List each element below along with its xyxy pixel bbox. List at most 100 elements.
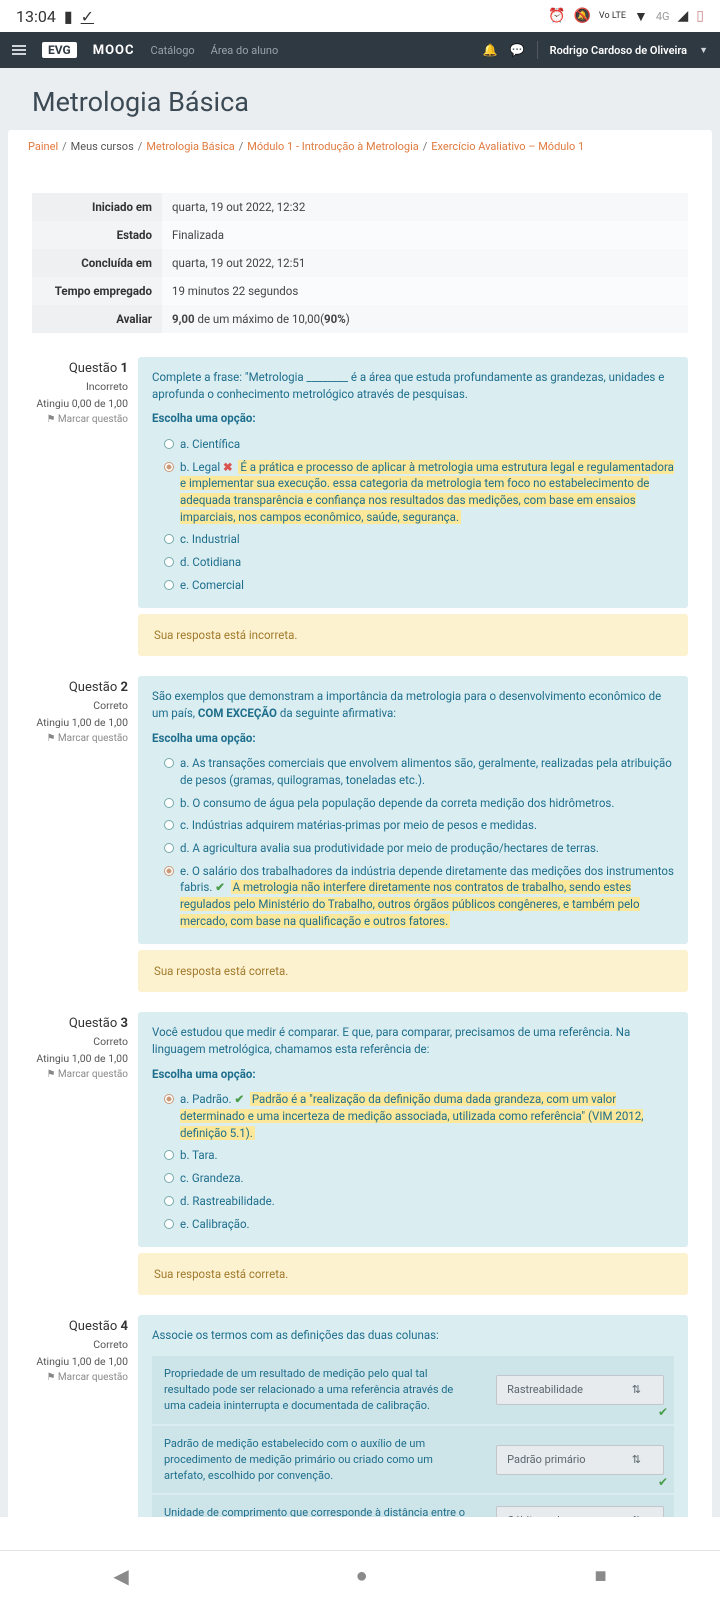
question-4: Questão 4 Correto Atingiu 1,00 de 1,00 ⚑…	[32, 1315, 688, 1517]
brand-logo[interactable]: EVG	[42, 42, 77, 58]
mute-icon: 🔕	[573, 8, 590, 24]
q4-select-1[interactable]: Rastreabilidade⇅	[496, 1375, 664, 1405]
home-icon[interactable]: ●	[356, 1563, 368, 1588]
question-1: Questão 1 Incorreto Atingiu 0,00 de 1,00…	[32, 357, 688, 608]
brand-mooc: MOOC	[93, 43, 135, 58]
q2-prompt: Escolha uma opção:	[152, 730, 674, 747]
nav-catalogo[interactable]: Catálogo	[151, 44, 195, 57]
crumb-meus-cursos[interactable]: Meus cursos	[71, 140, 134, 153]
q4-def-3: Unidade de comprimento que corresponde à…	[152, 1495, 486, 1517]
crumb-exercicio[interactable]: Exercício Avaliativo – Módulo 1	[431, 140, 584, 153]
battery-alert-icon: ▮	[64, 7, 73, 26]
recents-icon[interactable]: ■	[594, 1563, 606, 1588]
question-2: Questão 2 Correto Atingiu 1,00 de 1,00 ⚑…	[32, 676, 688, 944]
q4-number: Questão 4	[32, 1319, 128, 1334]
clock: 13:04	[16, 7, 56, 26]
q3-grade: Atingiu 1,00 de 1,00	[32, 1052, 128, 1065]
sum-h-iniciado: Iniciado em	[32, 193, 162, 221]
q2-number: Questão 2	[32, 680, 128, 695]
q3-feedback: Sua resposta está correta.	[138, 1253, 688, 1295]
back-icon[interactable]: ◀	[113, 1564, 128, 1588]
q1-number: Questão 1	[32, 361, 128, 376]
crumb-curso[interactable]: Metrologia Básica	[146, 140, 234, 153]
q2-opt-c[interactable]: c. Indústrias adquirem matérias-primas p…	[152, 814, 674, 837]
signal-icon: ◢	[678, 8, 689, 24]
sum-h-avaliar: Avaliar	[32, 305, 162, 333]
q3-opt-c[interactable]: c. Grandeza.	[152, 1167, 674, 1190]
page-title: Metrologia Básica	[8, 68, 712, 130]
q1-opt-c[interactable]: c. Industrial	[152, 528, 674, 551]
q1-opt-b[interactable]: b. Legal ✖ É a prática e processo de apl…	[152, 456, 674, 529]
sum-h-concluida: Concluída em	[32, 249, 162, 277]
q1-opt-a[interactable]: a. Científica	[152, 433, 674, 456]
android-nav-bar: ◀ ● ■	[0, 1550, 720, 1600]
q4-def-2: Padrão de medição estabelecido com o aux…	[152, 1426, 486, 1494]
q1-feedback: Sua resposta está incorreta.	[138, 614, 688, 656]
q4-grade: Atingiu 1,00 de 1,00	[32, 1355, 128, 1368]
nav-area-aluno[interactable]: Área do aluno	[211, 44, 279, 57]
alarm-icon: ⏰	[548, 8, 565, 24]
sum-h-tempo: Tempo empregado	[32, 277, 162, 305]
q4-flag[interactable]: ⚑ Marcar questão	[32, 1372, 128, 1383]
network-label: 4G	[656, 10, 670, 23]
chat-icon[interactable]: 💬	[510, 43, 525, 57]
q2-grade: Atingiu 1,00 de 1,00	[32, 716, 128, 729]
q3-prompt: Escolha uma opção:	[152, 1066, 674, 1083]
q1-stem: Complete a frase: "Metrologia ________ é…	[152, 369, 674, 402]
check-icon: ✔	[658, 1404, 668, 1421]
q3-opt-d[interactable]: d. Rastreabilidade.	[152, 1190, 674, 1213]
android-status-bar: 13:04 ▮ ✓ ⏰ 🔕 Vo LTE ▼ 4G ◢ ▯	[0, 0, 720, 32]
check-icon: ✔	[658, 1474, 668, 1491]
q2-opt-b[interactable]: b. O consumo de água pela população depe…	[152, 792, 674, 815]
q2-opt-d[interactable]: d. A agricultura avalia sua produtividad…	[152, 837, 674, 860]
download-done-icon: ✓	[81, 7, 94, 26]
q2-flag[interactable]: ⚑ Marcar questão	[32, 733, 128, 744]
battery-icon: ▯	[696, 8, 704, 24]
user-name[interactable]: Rodrigo Cardoso de Oliveira	[550, 44, 687, 57]
q4-ans-2: Padrão primário⇅ ✔	[486, 1426, 674, 1494]
q4-def-1: Propriedade de um resultado de medição p…	[152, 1356, 486, 1424]
sum-v-tempo: 19 minutos 22 segundos	[162, 277, 688, 305]
menu-icon[interactable]	[12, 49, 26, 51]
chevron-down-icon[interactable]: ▼	[699, 45, 708, 56]
q4-ans-3: Cúbito real⇅ ✔	[486, 1495, 674, 1517]
q3-opt-b[interactable]: b. Tara.	[152, 1144, 674, 1167]
q3-flag[interactable]: ⚑ Marcar questão	[32, 1069, 128, 1080]
q1-prompt: Escolha uma opção:	[152, 410, 674, 427]
top-navbar: EVG MOOC Catálogo Área do aluno 🔔 💬 Rodr…	[0, 32, 720, 68]
q1-opt-e[interactable]: e. Comercial	[152, 574, 674, 597]
q2-opt-e[interactable]: e. O salário dos trabalhadores da indúst…	[152, 860, 674, 933]
q2-feedback: Sua resposta está correta.	[138, 950, 688, 992]
question-3: Questão 3 Correto Atingiu 1,00 de 1,00 ⚑…	[32, 1012, 688, 1247]
q4-ans-1: Rastreabilidade⇅ ✔	[486, 1356, 674, 1424]
select-arrows-icon: ⇅	[632, 1452, 641, 1468]
select-arrows-icon: ⇅	[632, 1513, 641, 1517]
q2-stem: São exemplos que demonstram a importânci…	[152, 688, 674, 721]
sum-v-avaliar: 9,00 de um máximo de 10,00(90%)	[162, 305, 688, 333]
q1-grade: Atingiu 0,00 de 1,00	[32, 397, 128, 410]
q1-flag[interactable]: ⚑ Marcar questão	[32, 414, 128, 425]
q4-select-2[interactable]: Padrão primário⇅	[496, 1445, 664, 1475]
check-icon: ✔	[234, 1092, 244, 1106]
sum-v-estado: Finalizada	[162, 221, 688, 249]
crumb-painel[interactable]: Painel	[28, 140, 58, 153]
q4-stem: Associe os termos com as definições das …	[152, 1327, 674, 1344]
q3-opt-e[interactable]: e. Calibração.	[152, 1213, 674, 1236]
q2-opt-a[interactable]: a. As transações comerciais que envolvem…	[152, 752, 674, 791]
attempt-summary-table: Iniciado emquarta, 19 out 2022, 12:32 Es…	[32, 193, 688, 333]
sum-v-iniciado: quarta, 19 out 2022, 12:32	[162, 193, 688, 221]
separator	[537, 41, 538, 59]
wifi-icon: ▼	[634, 8, 648, 25]
q3-stem: Você estudou que medir é comparar. E que…	[152, 1024, 674, 1057]
q1-opt-d[interactable]: d. Cotidiana	[152, 551, 674, 574]
q4-match-table: Propriedade de um resultado de medição p…	[152, 1354, 674, 1517]
q4-select-3[interactable]: Cúbito real⇅	[496, 1506, 664, 1517]
sum-v-concluida: quarta, 19 out 2022, 12:51	[162, 249, 688, 277]
crumb-modulo[interactable]: Módulo 1 - Introdução à Metrologia	[247, 140, 419, 153]
q3-opt-a[interactable]: a. Padrão. ✔ Padrão é a "realização da d…	[152, 1088, 674, 1144]
q2-status: Correto	[32, 699, 128, 712]
q3-number: Questão 3	[32, 1016, 128, 1031]
bell-icon[interactable]: 🔔	[483, 43, 498, 57]
breadcrumb: Painel/ Meus cursos/ Metrologia Básica/ …	[8, 130, 712, 163]
q4-status: Correto	[32, 1338, 128, 1351]
